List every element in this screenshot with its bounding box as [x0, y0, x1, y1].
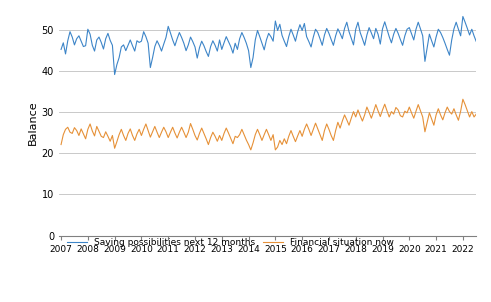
Line: Financial situation now: Financial situation now — [61, 99, 491, 150]
Saving possibilities next 12 months — [322, 33, 327, 37]
Line: Saving possibilities next 12 months: Saving possibilities next 12 months — [61, 17, 491, 75]
Financial situation now — [460, 98, 466, 101]
Saving possibilities next 12 months — [194, 56, 200, 60]
Financial situation now — [248, 148, 254, 152]
Financial situation now — [58, 143, 64, 146]
Y-axis label: Balance: Balance — [27, 100, 37, 145]
Financial situation now — [476, 106, 482, 109]
Saving possibilities next 12 months — [460, 15, 466, 18]
Financial situation now — [201, 132, 207, 135]
Saving possibilities next 12 months — [203, 50, 209, 53]
Legend: Saving possibilities next 12 months, Financial situation now: Saving possibilities next 12 months, Fin… — [67, 238, 394, 247]
Saving possibilities next 12 months — [476, 31, 482, 34]
Financial situation now — [192, 134, 198, 137]
Saving possibilities next 12 months — [58, 48, 64, 51]
Financial situation now — [322, 129, 327, 132]
Saving possibilities next 12 months — [111, 73, 117, 76]
